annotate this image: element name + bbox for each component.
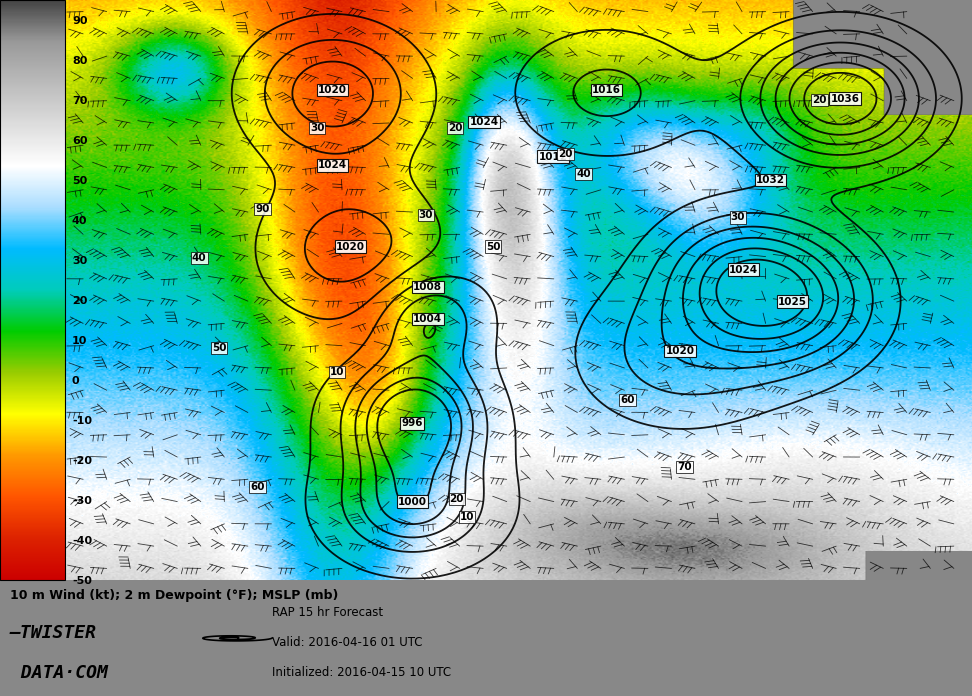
Text: 1024: 1024 [318,160,347,171]
Text: 30: 30 [731,212,746,223]
Text: 1012: 1012 [538,152,568,161]
Text: 50: 50 [486,242,501,251]
Text: Initialized: 2016-04-15 10 UTC: Initialized: 2016-04-15 10 UTC [272,666,451,679]
Text: 1008: 1008 [413,282,442,292]
Text: 20: 20 [813,95,827,105]
Text: 30: 30 [419,209,434,220]
Text: 10: 10 [330,367,344,377]
Text: 1024: 1024 [469,117,499,127]
Text: DATA·COM: DATA·COM [10,663,108,681]
Text: 20: 20 [558,149,573,159]
Text: RAP 15 hr Forecast: RAP 15 hr Forecast [272,606,383,619]
Text: 60: 60 [250,482,264,492]
Text: 1032: 1032 [756,175,785,185]
Text: —TWISTER: —TWISTER [10,624,97,642]
Text: 1020: 1020 [336,242,365,251]
Text: 1024: 1024 [729,264,758,275]
Text: 1016: 1016 [592,85,621,95]
Text: 996: 996 [401,418,423,429]
Text: 1004: 1004 [413,314,442,324]
Text: 10: 10 [460,512,474,523]
Text: 50: 50 [212,343,226,353]
Text: 30: 30 [310,122,325,133]
Text: 40: 40 [576,169,591,179]
Text: 10 m Wind (kt); 2 m Dewpoint (°F); MSLP (mb): 10 m Wind (kt); 2 m Dewpoint (°F); MSLP … [10,590,338,602]
Text: 1020: 1020 [666,346,694,356]
Text: 20: 20 [448,122,463,133]
Text: 1036: 1036 [830,93,859,104]
Text: 90: 90 [256,204,270,214]
Text: 70: 70 [677,462,692,472]
Text: 1020: 1020 [318,85,347,95]
Text: 60: 60 [620,395,635,405]
Text: 40: 40 [191,253,206,263]
Text: 1025: 1025 [778,296,807,307]
Text: Valid: 2016-04-16 01 UTC: Valid: 2016-04-16 01 UTC [272,635,423,649]
Text: 20: 20 [450,493,464,504]
Text: 1000: 1000 [398,497,427,507]
